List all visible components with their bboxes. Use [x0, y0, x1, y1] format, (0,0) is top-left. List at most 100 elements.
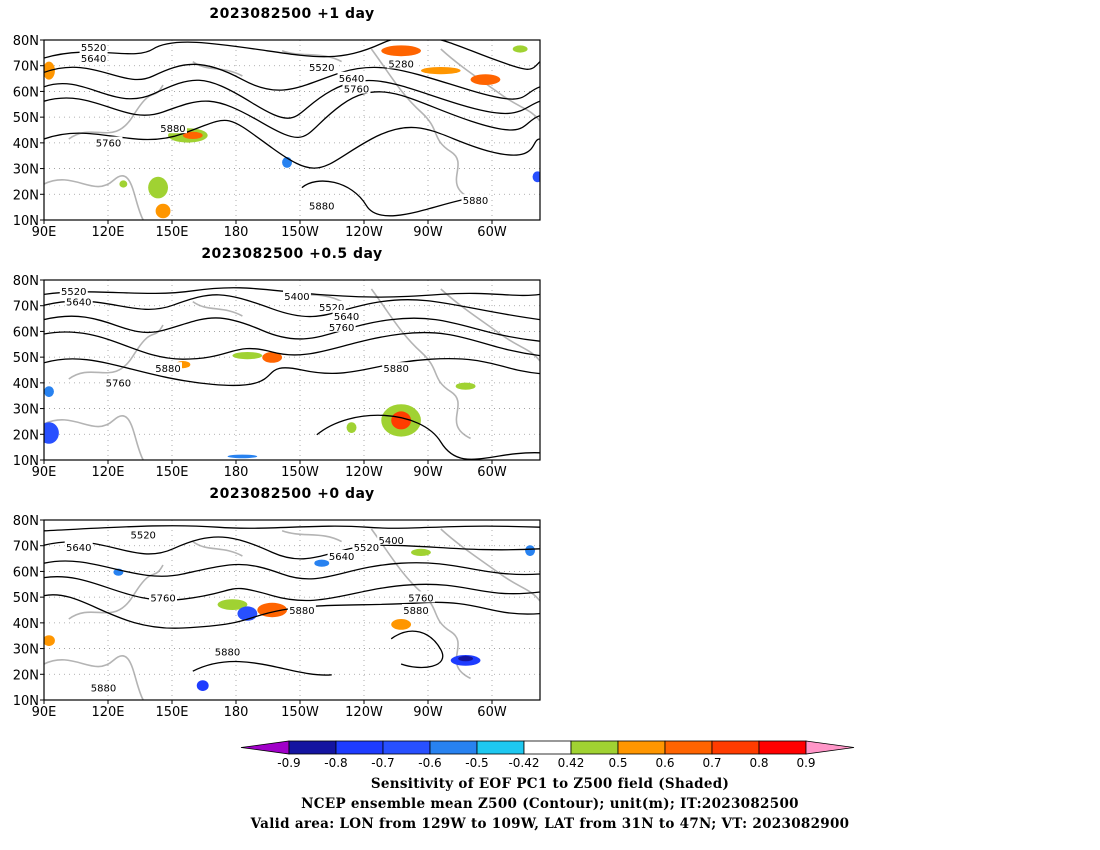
contour-label-bg — [377, 533, 406, 545]
colorbar-label: 0.8 — [749, 756, 768, 770]
lon-label: 60W — [477, 465, 507, 480]
colorbar-box — [711, 740, 760, 755]
map-frame — [43, 39, 541, 221]
colorbar-box — [523, 740, 572, 755]
contour-label-bg — [327, 320, 356, 332]
contour-label-bg — [213, 645, 242, 657]
lon-label: 90W — [413, 465, 443, 480]
colorbar-left-arrow — [240, 740, 290, 755]
sensitivity-shade — [44, 635, 55, 646]
colorbar-box — [335, 740, 384, 755]
colorbar-label: 0.9 — [796, 756, 815, 770]
contour-label: 5760 — [106, 379, 131, 390]
panel-title-3: 2023082500 +0 day — [209, 486, 375, 502]
lat-label: 70N — [13, 540, 39, 555]
caption-line-1: Sensitivity of EOF PC1 to Z500 field (Sh… — [370, 776, 730, 792]
z500-contour — [44, 525, 540, 532]
lon-label: 180 — [224, 705, 249, 720]
coastline — [370, 288, 471, 440]
contour-label-bg — [352, 541, 381, 552]
coastline — [370, 48, 471, 200]
lon-label: 120E — [91, 705, 124, 720]
contour-label-bg — [307, 199, 336, 211]
colorbar-label: 0.5 — [608, 756, 627, 770]
lat-label: 60N — [13, 325, 39, 340]
z500-contour — [44, 294, 540, 321]
contour-label-bg — [158, 122, 187, 134]
lat-label: 30N — [13, 403, 39, 418]
lon-label: 90E — [32, 705, 57, 720]
colorbar-box — [382, 740, 431, 755]
lon-label: 150W — [281, 465, 319, 480]
lon-label: 120W — [345, 705, 383, 720]
colorbar-label: -0.5 — [465, 756, 488, 770]
sensitivity-shade — [512, 45, 528, 53]
contour-label: 5520 — [61, 287, 86, 298]
lat-label: 80N — [13, 514, 39, 529]
coastline — [440, 48, 540, 122]
contour-label-bg — [327, 550, 356, 561]
lat-label: 10N — [13, 214, 39, 229]
sensitivity-shade — [119, 180, 128, 188]
lat-label: 50N — [13, 111, 39, 126]
z500-contour — [44, 331, 540, 360]
contour-label: 5760 — [96, 139, 121, 150]
lat-label: 30N — [13, 163, 39, 178]
contour-label: 5880 — [403, 606, 428, 617]
contour-label: 5280 — [388, 59, 413, 70]
contour-label: 5520 — [81, 43, 106, 54]
colorbar-box — [758, 740, 807, 755]
colorbar-label: -0.8 — [324, 756, 347, 770]
contour-label: 5880 — [160, 124, 185, 135]
sensitivity-shade — [155, 203, 171, 219]
colorbar-label: -0.9 — [277, 756, 300, 770]
contour-label: 5400 — [378, 536, 403, 547]
lon-label: 150E — [155, 465, 188, 480]
coastline — [68, 84, 164, 140]
lat-label: 80N — [13, 34, 39, 49]
colorbar-label: -0.42 — [508, 756, 539, 770]
sensitivity-shade — [232, 352, 263, 360]
contour-label: 5520 — [354, 543, 379, 554]
contour-label-bg — [382, 362, 411, 374]
sensitivity-shade — [420, 67, 461, 75]
coastline — [44, 415, 144, 460]
lat-label: 20N — [13, 188, 39, 203]
lat-label: 10N — [13, 454, 39, 469]
contour-label-bg — [402, 604, 430, 615]
colorbar-box — [288, 740, 337, 755]
lon-label: 120E — [91, 225, 124, 240]
lon-label: 120W — [345, 465, 383, 480]
contour-label-bg — [59, 284, 88, 296]
colorbar-right-arrow — [805, 740, 855, 755]
sensitivity-shade — [262, 352, 283, 363]
colorbar-label: -0.7 — [371, 756, 394, 770]
sensitivity-shade — [346, 422, 357, 433]
lon-label: 180 — [224, 465, 249, 480]
coastline — [68, 324, 164, 380]
sensitivity-shade — [532, 171, 540, 183]
lat-label: 10N — [13, 694, 39, 709]
contour-label-bg — [287, 604, 316, 615]
coastline — [192, 300, 243, 317]
sensitivity-shade — [525, 545, 536, 556]
lon-label: 150E — [155, 225, 188, 240]
contour-label-bg — [64, 541, 93, 552]
lon-label: 60W — [477, 705, 507, 720]
z500-contour — [390, 630, 444, 669]
lon-label: 120W — [345, 225, 383, 240]
colorbar: -0.9 -0.8 -0.7 -0.6 -0.5 -0.42 0.42 0.5 0.6 0.7 0.… — [240, 740, 855, 770]
lon-label: 180 — [224, 225, 249, 240]
colorbar-box — [617, 740, 666, 755]
lon-label: 150W — [281, 705, 319, 720]
coastline — [44, 655, 144, 700]
sensitivity-shade — [44, 422, 59, 444]
lon-label: 90W — [413, 705, 443, 720]
lat-label: 20N — [13, 668, 39, 683]
contour-label: 5400 — [284, 292, 309, 303]
